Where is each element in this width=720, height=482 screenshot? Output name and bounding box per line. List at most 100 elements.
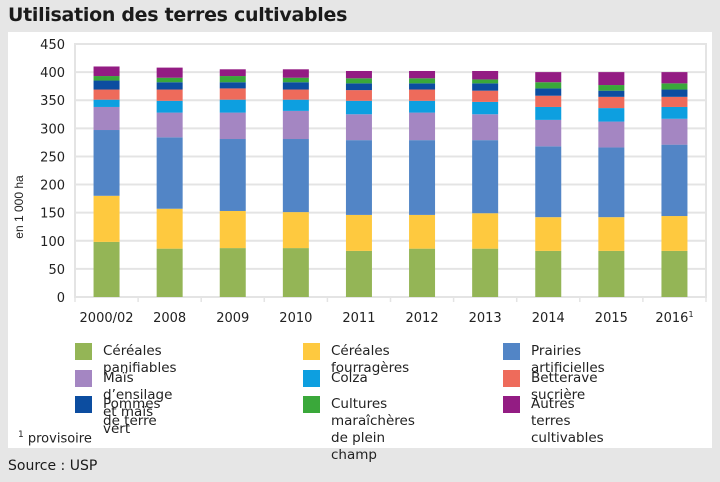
bar-segment [535,146,562,218]
bar-segment [93,89,120,100]
footnote-text: provisoire [27,431,92,447]
bar-segment [598,96,625,109]
x-tick-label: 2013 [469,311,502,326]
y-axis-label: en 1 000 ha [12,175,26,239]
chart-svg: 0 50 100 150 200 250 300 350 400 450 2000/02 2008 20… [40,38,707,326]
legend-label: Maïs d’ensilage et maïs vert [103,370,173,437]
bar-segment [535,217,562,251]
bar-segment [535,106,562,120]
bar-segment [345,250,372,297]
bar-segment [282,99,309,111]
bar-segment [535,72,562,83]
bar-segment [156,137,183,209]
bar-segment [345,100,372,115]
bar-segment [93,99,120,107]
bar-segment [345,140,372,215]
legend-item: Céréales panifiables [75,343,177,377]
legend-item: Pommes de terre [75,396,161,430]
legend-swatch [75,370,92,387]
bar-segment [93,130,120,196]
bar-segment [472,79,499,84]
bar-segment [219,88,246,100]
bar-segment [409,214,436,249]
legend-label: Céréales fourragères [331,343,410,376]
bar-segment [472,140,499,214]
legend-swatch [303,396,320,413]
bar-segment [535,250,562,297]
bar-segment [219,248,246,297]
bar-segment [156,112,183,138]
bar-segment [282,77,309,83]
y-tick-label: 300 [40,122,65,137]
x-tick-label: 2008 [153,311,186,326]
legend-swatch [303,343,320,360]
bar-segment [156,67,183,78]
bar-segment [598,85,625,91]
x-tick-label: 20161 [655,310,693,326]
y-tick-label: 400 [40,66,65,81]
legend-item: Betterave sucrière [503,370,598,404]
bar-segment [409,89,436,101]
bar-segment [409,140,436,215]
bar-segment [472,90,499,102]
chart-title: Utilisation des terres cultivables [8,4,348,26]
legend-item: Colza [303,370,368,387]
bar-segment [219,76,246,83]
legend-item: Autres terres cultivables [503,396,604,447]
x-tick-label: 2011 [342,311,375,326]
bar-segment [345,214,372,251]
bar-segment [219,69,246,77]
bar-segment [345,70,372,79]
x-tick-superscript: 1 [688,310,693,319]
bar-segment [472,114,499,141]
legend-label: Pommes de terre [103,396,161,429]
bar-segment [661,250,688,297]
bar-segment [282,89,309,100]
y-tick-label: 150 [40,207,65,222]
legend-swatch [503,343,520,360]
bar-segment [219,210,246,249]
bar-segment [282,82,309,90]
bar-segment [156,89,183,101]
bar-segment [282,110,309,140]
bar-segment [472,70,499,80]
y-tick-label: 0 [57,291,65,306]
bar-segment [93,76,120,81]
legend-swatch [503,396,520,413]
bar-segment [156,248,183,297]
bar-segment [535,82,562,89]
bar-segment [156,208,183,249]
footnote-mark: 1 [18,430,24,440]
legend-swatch [75,343,92,360]
x-tick-label: 2010 [279,311,312,326]
x-tick-label: 2000/02 [80,311,134,326]
bar-segment [598,217,625,251]
bar-segment [282,69,309,78]
bar-segment [409,83,436,90]
legend-label: Betterave sucrière [531,370,598,403]
legend-swatch [75,396,92,413]
bar-segment [409,100,436,113]
bar-segment [661,89,688,97]
bar-segment [661,106,688,119]
bar-segment [598,108,625,122]
legend-swatch [303,370,320,387]
bar-segment [598,147,625,218]
bar-segment [93,241,120,297]
y-tick-label: 450 [40,38,65,53]
legend-label: Autres terres cultivables [531,396,604,446]
bar-segment [535,95,562,107]
bar-segment [409,78,436,84]
bar-segment [345,83,372,91]
bar-segment [409,248,436,297]
bar-segment [93,195,120,242]
bar-segment [661,118,688,145]
bar-segment [93,66,120,77]
bar-segment [661,96,688,107]
bar-segment [156,100,183,113]
legend-swatch [503,370,520,387]
legend-label: Colza [331,370,368,386]
bar-segment [409,70,436,79]
bar-segment [598,90,625,97]
bar-segment [93,106,120,131]
